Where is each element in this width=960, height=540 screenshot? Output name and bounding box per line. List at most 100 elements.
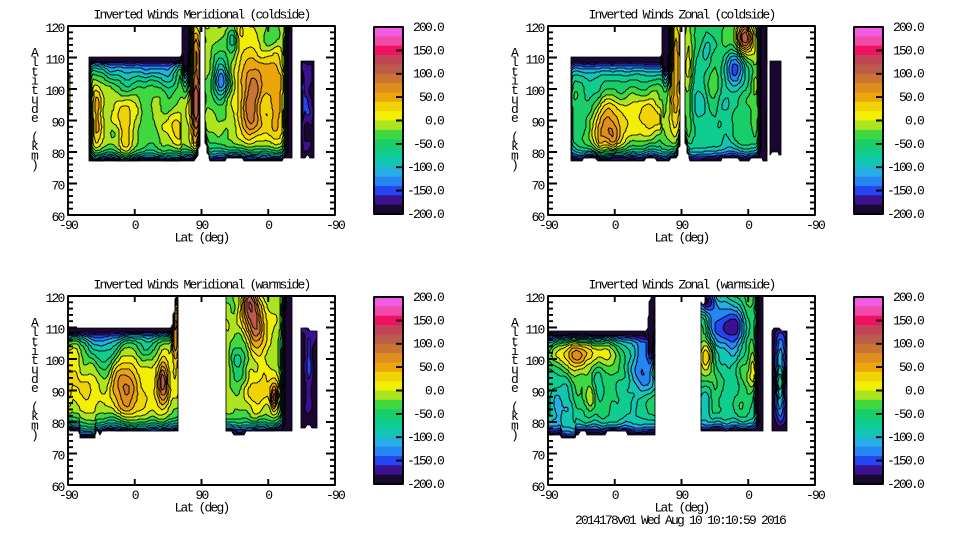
svg-text:): ) [31, 158, 37, 173]
svg-text:Inverted Winds Meridional (col: Inverted Winds Meridional (coldside) [93, 8, 309, 23]
svg-text:-100.0: -100.0 [887, 430, 924, 445]
svg-text:(: ( [31, 400, 37, 415]
svg-text:A: A [31, 316, 39, 331]
svg-text:t: t [31, 83, 38, 98]
svg-text:t: t [31, 64, 38, 79]
svg-text:100.0: 100.0 [413, 337, 444, 352]
svg-text:100: 100 [525, 354, 544, 369]
svg-text:90: 90 [675, 488, 688, 503]
svg-text:100: 100 [45, 354, 64, 369]
svg-text:A: A [31, 46, 39, 61]
svg-text:80: 80 [51, 417, 64, 432]
svg-text:0: 0 [265, 218, 272, 233]
svg-text:0: 0 [132, 218, 139, 233]
svg-text:t: t [511, 334, 518, 349]
svg-text:120: 120 [45, 21, 64, 36]
svg-text:Lat (deg): Lat (deg) [174, 501, 228, 516]
svg-text:-90: -90 [806, 218, 825, 233]
svg-text:90: 90 [675, 218, 688, 233]
svg-text:(: ( [511, 400, 517, 415]
svg-text:-50.0: -50.0 [893, 407, 924, 422]
svg-text:100.0: 100.0 [893, 337, 924, 352]
svg-text:70: 70 [531, 179, 544, 194]
svg-text:50.0: 50.0 [899, 360, 924, 375]
svg-text:150.0: 150.0 [893, 313, 924, 328]
svg-text:0.0: 0.0 [905, 113, 924, 128]
svg-text:-200.0: -200.0 [407, 207, 444, 222]
svg-text:100.0: 100.0 [893, 67, 924, 82]
svg-text:90: 90 [51, 386, 64, 401]
svg-text:(: ( [31, 130, 37, 145]
svg-text:Lat (deg): Lat (deg) [174, 231, 228, 246]
svg-text:110: 110 [525, 53, 544, 68]
svg-text:100.0: 100.0 [413, 67, 444, 82]
svg-text:-150.0: -150.0 [887, 454, 924, 469]
svg-text:l: l [31, 325, 39, 340]
svg-text:70: 70 [531, 449, 544, 464]
svg-text:-90: -90 [59, 488, 78, 503]
svg-text:0.0: 0.0 [425, 113, 444, 128]
svg-text:120: 120 [525, 21, 544, 36]
svg-text:Lat (deg): Lat (deg) [654, 501, 708, 516]
svg-text:150.0: 150.0 [893, 43, 924, 58]
svg-text:Inverted Winds Zonal (warmside: Inverted Winds Zonal (warmside) [588, 278, 774, 293]
svg-text:0: 0 [132, 488, 139, 503]
svg-text:50.0: 50.0 [419, 360, 444, 375]
svg-text:60: 60 [51, 210, 64, 225]
svg-text:200.0: 200.0 [413, 20, 444, 35]
svg-text:100: 100 [45, 84, 64, 99]
svg-text:60: 60 [51, 480, 64, 495]
svg-text:-150.0: -150.0 [407, 454, 444, 469]
svg-text:Lat (deg): Lat (deg) [654, 231, 708, 246]
svg-text:90: 90 [51, 116, 64, 131]
svg-text:e: e [511, 111, 518, 126]
svg-text:u: u [511, 362, 518, 377]
svg-text:-50.0: -50.0 [893, 137, 924, 152]
svg-text:0.0: 0.0 [425, 383, 444, 398]
svg-text:-100.0: -100.0 [887, 160, 924, 175]
svg-text:110: 110 [45, 323, 64, 338]
svg-text:60: 60 [531, 210, 544, 225]
svg-text:-90: -90 [326, 218, 345, 233]
svg-text:d: d [31, 102, 38, 117]
svg-text:Inverted Winds Meridional (war: Inverted Winds Meridional (warmside) [93, 278, 309, 293]
svg-text:k: k [31, 409, 39, 424]
svg-text:i: i [31, 74, 39, 89]
svg-text:d: d [511, 102, 518, 117]
svg-text:0: 0 [745, 488, 752, 503]
svg-text:120: 120 [45, 291, 64, 306]
svg-text:150.0: 150.0 [413, 43, 444, 58]
svg-text:(: ( [511, 130, 517, 145]
svg-text:t: t [31, 353, 38, 368]
svg-text:110: 110 [525, 323, 544, 338]
svg-text:200.0: 200.0 [413, 290, 444, 305]
svg-text:m: m [511, 149, 519, 164]
svg-text:k: k [511, 409, 519, 424]
svg-text:k: k [31, 139, 39, 154]
svg-text:m: m [511, 419, 519, 434]
svg-text:0: 0 [745, 218, 752, 233]
svg-text:e: e [31, 111, 38, 126]
svg-text:200.0: 200.0 [893, 290, 924, 305]
svg-text:80: 80 [51, 147, 64, 162]
svg-text:70: 70 [51, 179, 64, 194]
svg-text:l: l [511, 55, 519, 70]
svg-text:i: i [31, 344, 39, 359]
svg-text:t: t [511, 353, 518, 368]
svg-text:200.0: 200.0 [893, 20, 924, 35]
svg-text:90: 90 [531, 386, 544, 401]
svg-text:): ) [31, 428, 37, 443]
svg-text:d: d [31, 372, 38, 387]
svg-text:l: l [31, 55, 39, 70]
svg-text:-90: -90 [539, 218, 558, 233]
svg-text:-90: -90 [59, 218, 78, 233]
svg-text:120: 120 [525, 291, 544, 306]
svg-text:d: d [511, 372, 518, 387]
svg-text:): ) [511, 158, 517, 173]
svg-text:m: m [31, 419, 39, 434]
svg-text:u: u [31, 362, 38, 377]
svg-text:0: 0 [265, 488, 272, 503]
svg-text:A: A [511, 316, 519, 331]
svg-text:2014178v01 Wed Aug 10 10:10:59: 2014178v01 Wed Aug 10 10:10:59 2016 [575, 513, 786, 528]
svg-text:-100.0: -100.0 [407, 430, 444, 445]
